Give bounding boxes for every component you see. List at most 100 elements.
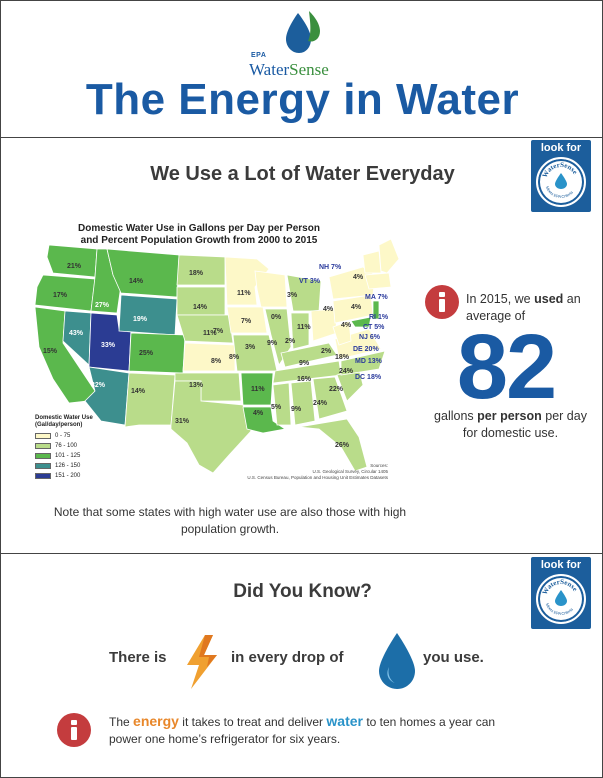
map-label-tn: 16%: [297, 376, 312, 383]
stat-unit-post: per day for domestic use.: [462, 409, 587, 440]
map-label-or: 17%: [53, 292, 68, 299]
map-label-nm: 14%: [131, 388, 146, 395]
map-callout-nh: NH 7%: [319, 264, 342, 271]
legend-label: 151 - 200: [55, 473, 81, 479]
map-label-ky: 9%: [299, 360, 310, 367]
legend-label: 0 - 75: [55, 433, 71, 439]
map-label-ks: 8%: [211, 358, 222, 365]
logo-water-text: Water: [249, 60, 290, 79]
map-label-ms: 5%: [271, 404, 282, 411]
map-label-ia2: 7%: [213, 328, 224, 335]
watersense-logo: EPA WaterSense: [247, 11, 357, 79]
badge-drop-icon: [555, 173, 567, 189]
map-callout-de: DE 20%: [353, 346, 379, 353]
legend-row: 0 - 75: [35, 431, 115, 441]
map-callout-me: 4%: [353, 274, 364, 281]
map-label-nv: 43%: [69, 330, 84, 337]
map-label-wi: 0%: [271, 314, 282, 321]
map-label-ga: 24%: [313, 400, 328, 407]
sources-line1: U.S. Geological Survey, Circular 1405: [312, 469, 388, 474]
map-label-ar: 11%: [251, 386, 265, 393]
fact-the: The: [109, 715, 130, 729]
us-water-use-map: Domestic Water Use in Gallons per Day pe…: [29, 215, 399, 490]
info-icon-dot: [439, 292, 445, 297]
legend-swatch: [35, 453, 51, 459]
info-icon-2: [57, 713, 91, 747]
map-callout-dc: DC 18%: [355, 374, 382, 381]
stat-big-number: 82: [456, 316, 557, 418]
logo-drop-icon: [286, 11, 320, 53]
stat-intro: In 2015, we used an average of: [466, 291, 596, 325]
map-note: Note that some states with high water us…: [53, 505, 407, 536]
map-label-tx: 31%: [175, 418, 190, 425]
legend-swatch: [35, 433, 51, 439]
look-for-watersense-badge-2: look for WaterSense Meets EPA Criteria: [531, 557, 591, 629]
map-title-line1: Domestic Water Use in Gallons per Day pe…: [78, 223, 320, 234]
info-icon: [425, 285, 459, 319]
map-title-line2: and Percent Population Growth from 2000 …: [80, 235, 318, 246]
map-label-al: 9%: [291, 406, 302, 413]
legend-swatch: [35, 463, 51, 469]
info-icon-dot: [71, 720, 77, 725]
map-label-sd: 14%: [193, 304, 208, 311]
legend-swatch: [35, 443, 51, 449]
map-callout-ct: CT 5%: [363, 324, 385, 331]
divider-top: [1, 137, 603, 138]
map-callout-ma: MA 7%: [365, 294, 388, 301]
page-title: The Energy in Water: [85, 75, 520, 124]
stat-intro-post: an average of: [466, 292, 581, 323]
map-label-ne: 11%: [203, 330, 217, 337]
badge-look-for-text: look for: [540, 142, 582, 154]
legend-title-line2: (Gal/day/person): [35, 422, 83, 428]
map-title: Domestic Water Use in Gallons per Day pe…: [69, 223, 329, 247]
map-label-la: 4%: [253, 410, 264, 417]
map-label-mn: 11%: [237, 290, 251, 297]
legend-label: 126 - 150: [55, 463, 81, 469]
map-label-va: 18%: [335, 354, 350, 361]
legend-row: 126 - 150: [35, 461, 115, 471]
fact-middle: it takes to treat and deliver: [182, 715, 324, 729]
map-label-mo2: 8%: [229, 354, 240, 361]
map-label-wy: 19%: [133, 316, 148, 323]
us-map-svg: 21% 14% 17% 27% 19% 43% 33% 25% 15% 32% …: [34, 238, 399, 474]
map-label-oh: 11%: [297, 324, 311, 331]
stat-unit-bold: per person: [477, 409, 542, 423]
legend-row: 101 - 125: [35, 451, 115, 461]
dyk-text-you-use: you use.: [423, 649, 484, 666]
stat-unit-pre: gallons: [434, 409, 474, 423]
divider-middle: [1, 553, 603, 554]
badge-look-for-text: look for: [540, 559, 582, 571]
legend-row: 151 - 200: [35, 471, 115, 481]
map-label-id: 27%: [95, 302, 110, 309]
sources-line2: U.S. Census Bureau, Population and Housi…: [247, 475, 388, 480]
map-label-ny: 4%: [351, 304, 362, 311]
legend-label: 101 - 125: [55, 453, 81, 459]
logo-epa-text: EPA: [251, 52, 267, 59]
dyk-text-every-drop: in every drop of: [231, 649, 344, 666]
map-label-nd: 18%: [189, 270, 204, 277]
stat-intro-pre: In 2015, we: [466, 292, 531, 306]
fact-water-word: water: [326, 713, 363, 729]
map-callout-md: MD 13%: [355, 358, 383, 365]
map-label-wa: 21%: [67, 263, 82, 270]
energy-fact: The energy it takes to treat and deliver…: [109, 713, 509, 748]
badge-drop-icon: [555, 590, 567, 606]
map-label-nc: 24%: [339, 368, 354, 375]
section-title-did-you-know: Did You Know?: [233, 581, 372, 602]
map-label-sc: 22%: [329, 386, 344, 393]
dyk-text-there-is: There is: [109, 649, 167, 666]
map-legend: Domestic Water Use (Gal/day/person) 0 - …: [35, 415, 115, 481]
badge-ring-text: WaterSense Meets EPA Criteria: [541, 578, 579, 616]
map-label-co: 25%: [139, 350, 154, 357]
map-label-in: 2%: [285, 338, 296, 345]
stat-intro-bold: used: [534, 292, 564, 306]
map-callout-nj: NJ 6%: [359, 334, 381, 341]
look-for-watersense-badge: look for WaterSense Meets EPA Criteria: [531, 140, 591, 212]
sources-label: Sources:: [370, 463, 388, 468]
badge-circle: [536, 574, 586, 624]
map-sources: Sources: U.S. Geological Survey, Circula…: [243, 463, 388, 481]
map-label-az: 32%: [91, 382, 106, 389]
lightning-bolt-icon: [187, 635, 217, 689]
map-label-ut: 33%: [101, 342, 116, 349]
